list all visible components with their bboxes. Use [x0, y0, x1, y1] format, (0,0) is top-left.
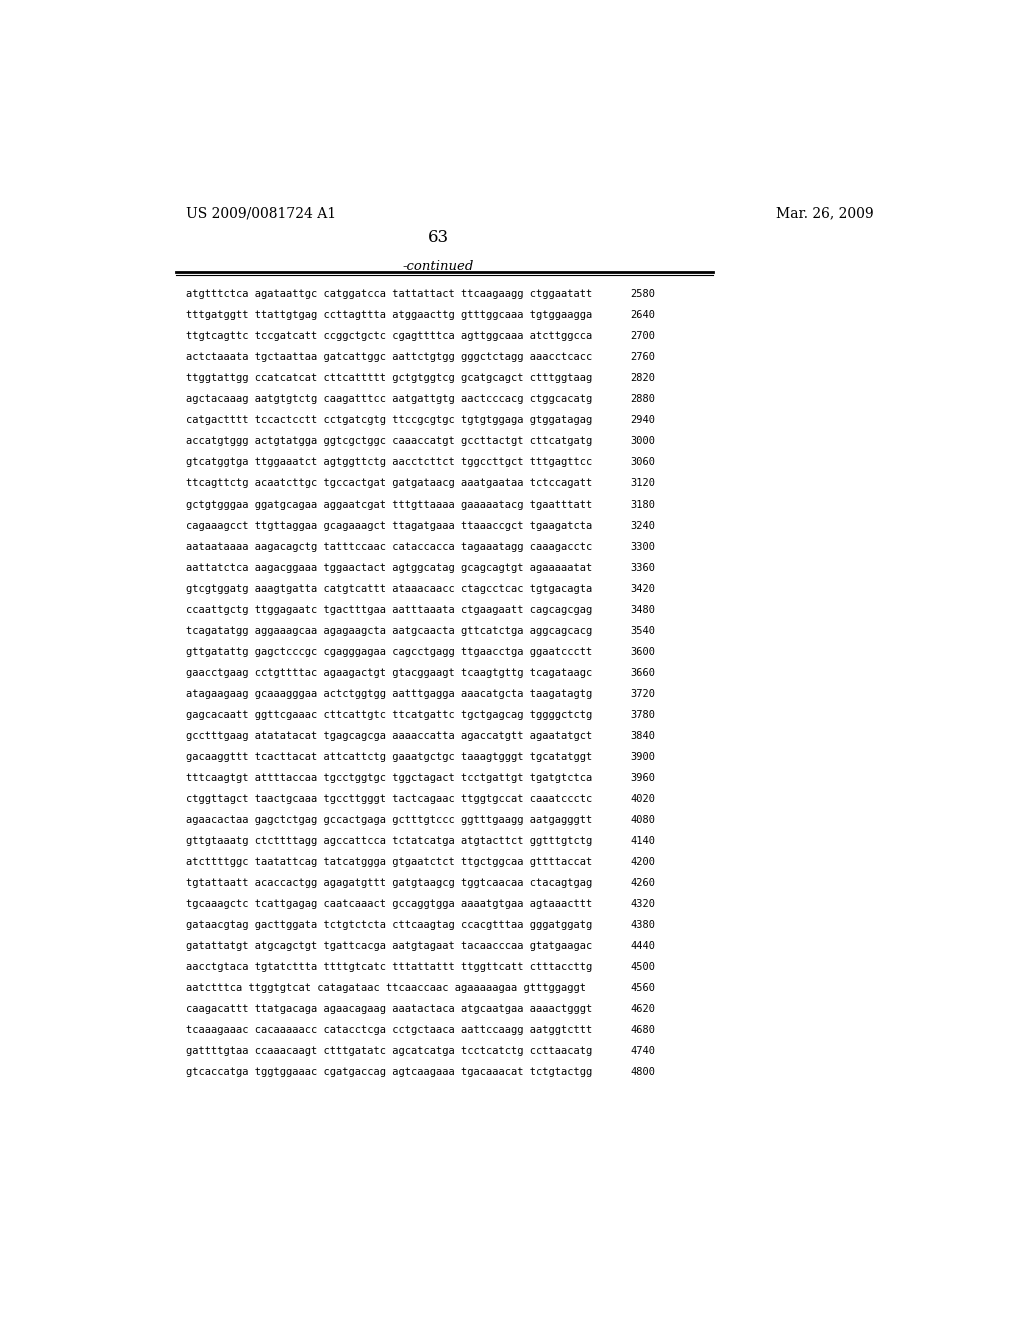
Text: aattatctca aagacggaaa tggaactact agtggcatag gcagcagtgt agaaaaatat: aattatctca aagacggaaa tggaactact agtggca… [186, 562, 592, 573]
Text: gttgtaaatg ctcttttagg agccattcca tctatcatga atgtacttct ggtttgtctg: gttgtaaatg ctcttttagg agccattcca tctatca… [186, 836, 592, 846]
Text: gctgtgggaa ggatgcagaa aggaatcgat tttgttaaaa gaaaaatacg tgaatttatt: gctgtgggaa ggatgcagaa aggaatcgat tttgtta… [186, 499, 592, 510]
Text: aacctgtaca tgtatcttta ttttgtcatc tttattattt ttggttcatt ctttaccttg: aacctgtaca tgtatcttta ttttgtcatc tttatta… [186, 962, 592, 972]
Text: 4800: 4800 [630, 1067, 655, 1077]
Text: catgactttt tccactcctt cctgatcgtg ttccgcgtgc tgtgtggaga gtggatagag: catgactttt tccactcctt cctgatcgtg ttccgcg… [186, 416, 592, 425]
Text: 3960: 3960 [630, 772, 655, 783]
Text: gaacctgaag cctgttttac agaagactgt gtacggaagt tcaagtgttg tcagataagc: gaacctgaag cctgttttac agaagactgt gtacgga… [186, 668, 592, 677]
Text: 3480: 3480 [630, 605, 655, 615]
Text: 3600: 3600 [630, 647, 655, 656]
Text: tttcaagtgt attttaccaa tgcctggtgc tggctagact tcctgattgt tgatgtctca: tttcaagtgt attttaccaa tgcctggtgc tggctag… [186, 772, 592, 783]
Text: 3180: 3180 [630, 499, 655, 510]
Text: atgtttctca agataattgc catggatcca tattattact ttcaagaagg ctggaatatt: atgtttctca agataattgc catggatcca tattatt… [186, 289, 592, 300]
Text: 3720: 3720 [630, 689, 655, 698]
Text: 2700: 2700 [630, 331, 655, 342]
Text: Mar. 26, 2009: Mar. 26, 2009 [776, 206, 873, 220]
Text: 4740: 4740 [630, 1045, 655, 1056]
Text: ccaattgctg ttggagaatc tgactttgaa aatttaaata ctgaagaatt cagcagcgag: ccaattgctg ttggagaatc tgactttgaa aatttaa… [186, 605, 592, 615]
Text: cagaaagcct ttgttaggaa gcagaaagct ttagatgaaa ttaaaccgct tgaagatcta: cagaaagcct ttgttaggaa gcagaaagct ttagatg… [186, 520, 592, 531]
Text: agaacactaa gagctctgag gccactgaga gctttgtccc ggtttgaagg aatgagggtt: agaacactaa gagctctgag gccactgaga gctttgt… [186, 814, 592, 825]
Text: 3240: 3240 [630, 520, 655, 531]
Text: 3780: 3780 [630, 710, 655, 719]
Text: ttggtattgg ccatcatcat cttcattttt gctgtggtcg gcatgcagct ctttggtaag: ttggtattgg ccatcatcat cttcattttt gctgtgg… [186, 374, 592, 383]
Text: 3900: 3900 [630, 752, 655, 762]
Text: 3840: 3840 [630, 731, 655, 741]
Text: 4440: 4440 [630, 941, 655, 950]
Text: 4020: 4020 [630, 793, 655, 804]
Text: -continued: -continued [402, 260, 474, 273]
Text: 4680: 4680 [630, 1026, 655, 1035]
Text: tcagatatgg aggaaagcaa agagaagcta aatgcaacta gttcatctga aggcagcacg: tcagatatgg aggaaagcaa agagaagcta aatgcaa… [186, 626, 592, 636]
Text: gttgatattg gagctcccgc cgagggagaa cagcctgagg ttgaacctga ggaatccctt: gttgatattg gagctcccgc cgagggagaa cagcctg… [186, 647, 592, 656]
Text: 2820: 2820 [630, 374, 655, 383]
Text: ttcagttctg acaatcttgc tgccactgat gatgataacg aaatgaataa tctccagatt: ttcagttctg acaatcttgc tgccactgat gatgata… [186, 478, 592, 488]
Text: aatctttca ttggtgtcat catagataac ttcaaccaac agaaaaagaa gtttggaggt: aatctttca ttggtgtcat catagataac ttcaacca… [186, 983, 586, 993]
Text: 2640: 2640 [630, 310, 655, 321]
Text: tgtattaatt acaccactgg agagatgttt gatgtaagcg tggtcaacaa ctacagtgag: tgtattaatt acaccactgg agagatgttt gatgtaa… [186, 878, 592, 888]
Text: gtcgtggatg aaagtgatta catgtcattt ataaacaacc ctagcctcac tgtgacagta: gtcgtggatg aaagtgatta catgtcattt ataaaca… [186, 583, 592, 594]
Text: 3360: 3360 [630, 562, 655, 573]
Text: tgcaaagctc tcattgagag caatcaaact gccaggtgga aaaatgtgaa agtaaacttt: tgcaaagctc tcattgagag caatcaaact gccaggt… [186, 899, 592, 909]
Text: 4620: 4620 [630, 1005, 655, 1014]
Text: 2580: 2580 [630, 289, 655, 300]
Text: gacaaggttt tcacttacat attcattctg gaaatgctgc taaagtgggt tgcatatggt: gacaaggttt tcacttacat attcattctg gaaatgc… [186, 752, 592, 762]
Text: atagaagaag gcaaagggaa actctggtgg aatttgagga aaacatgcta taagatagtg: atagaagaag gcaaagggaa actctggtgg aatttga… [186, 689, 592, 698]
Text: 3300: 3300 [630, 541, 655, 552]
Text: 2760: 2760 [630, 352, 655, 363]
Text: atcttttggc taatattcag tatcatggga gtgaatctct ttgctggcaa gttttaccat: atcttttggc taatattcag tatcatggga gtgaatc… [186, 857, 592, 867]
Text: gcctttgaag atatatacat tgagcagcga aaaaccatta agaccatgtt agaatatgct: gcctttgaag atatatacat tgagcagcga aaaacca… [186, 731, 592, 741]
Text: tttgatggtt ttattgtgag ccttagttta atggaacttg gtttggcaaa tgtggaagga: tttgatggtt ttattgtgag ccttagttta atggaac… [186, 310, 592, 321]
Text: 4320: 4320 [630, 899, 655, 909]
Text: gagcacaatt ggttcgaaac cttcattgtc ttcatgattc tgctgagcag tggggctctg: gagcacaatt ggttcgaaac cttcattgtc ttcatga… [186, 710, 592, 719]
Text: 4560: 4560 [630, 983, 655, 993]
Text: 4260: 4260 [630, 878, 655, 888]
Text: actctaaata tgctaattaa gatcattggc aattctgtgg gggctctagg aaacctcacc: actctaaata tgctaattaa gatcattggc aattctg… [186, 352, 592, 363]
Text: aataataaaa aagacagctg tatttccaac cataccacca tagaaatagg caaagacctc: aataataaaa aagacagctg tatttccaac catacca… [186, 541, 592, 552]
Text: ttgtcagttc tccgatcatt ccggctgctc cgagttttca agttggcaaa atcttggcca: ttgtcagttc tccgatcatt ccggctgctc cgagttt… [186, 331, 592, 342]
Text: 2880: 2880 [630, 395, 655, 404]
Text: agctacaaag aatgtgtctg caagatttcc aatgattgtg aactcccacg ctggcacatg: agctacaaag aatgtgtctg caagatttcc aatgatt… [186, 395, 592, 404]
Text: 3660: 3660 [630, 668, 655, 677]
Text: gatattatgt atgcagctgt tgattcacga aatgtagaat tacaacccaa gtatgaagac: gatattatgt atgcagctgt tgattcacga aatgtag… [186, 941, 592, 950]
Text: 4380: 4380 [630, 920, 655, 929]
Text: gattttgtaa ccaaacaagt ctttgatatc agcatcatga tcctcatctg ccttaacatg: gattttgtaa ccaaacaagt ctttgatatc agcatca… [186, 1045, 592, 1056]
Text: gtcaccatga tggtggaaac cgatgaccag agtcaagaaa tgacaaacat tctgtactgg: gtcaccatga tggtggaaac cgatgaccag agtcaag… [186, 1067, 592, 1077]
Text: 4140: 4140 [630, 836, 655, 846]
Text: 3000: 3000 [630, 437, 655, 446]
Text: 3120: 3120 [630, 478, 655, 488]
Text: 2940: 2940 [630, 416, 655, 425]
Text: accatgtggg actgtatgga ggtcgctggc caaaccatgt gccttactgt cttcatgatg: accatgtggg actgtatgga ggtcgctggc caaacca… [186, 437, 592, 446]
Text: caagacattt ttatgacaga agaacagaag aaatactaca atgcaatgaa aaaactgggt: caagacattt ttatgacaga agaacagaag aaatact… [186, 1005, 592, 1014]
Text: ctggttagct taactgcaaa tgccttgggt tactcagaac ttggtgccat caaatccctc: ctggttagct taactgcaaa tgccttgggt tactcag… [186, 793, 592, 804]
Text: gataacgtag gacttggata tctgtctcta cttcaagtag ccacgtttaa gggatggatg: gataacgtag gacttggata tctgtctcta cttcaag… [186, 920, 592, 929]
Text: 4080: 4080 [630, 814, 655, 825]
Text: tcaaagaaac cacaaaaacc catacctcga cctgctaaca aattccaagg aatggtcttt: tcaaagaaac cacaaaaacc catacctcga cctgcta… [186, 1026, 592, 1035]
Text: 4200: 4200 [630, 857, 655, 867]
Text: 3060: 3060 [630, 458, 655, 467]
Text: 3420: 3420 [630, 583, 655, 594]
Text: 63: 63 [427, 230, 449, 247]
Text: US 2009/0081724 A1: US 2009/0081724 A1 [186, 206, 336, 220]
Text: gtcatggtga ttggaaatct agtggttctg aacctcttct tggccttgct tttgagttcc: gtcatggtga ttggaaatct agtggttctg aacctct… [186, 458, 592, 467]
Text: 3540: 3540 [630, 626, 655, 636]
Text: 4500: 4500 [630, 962, 655, 972]
